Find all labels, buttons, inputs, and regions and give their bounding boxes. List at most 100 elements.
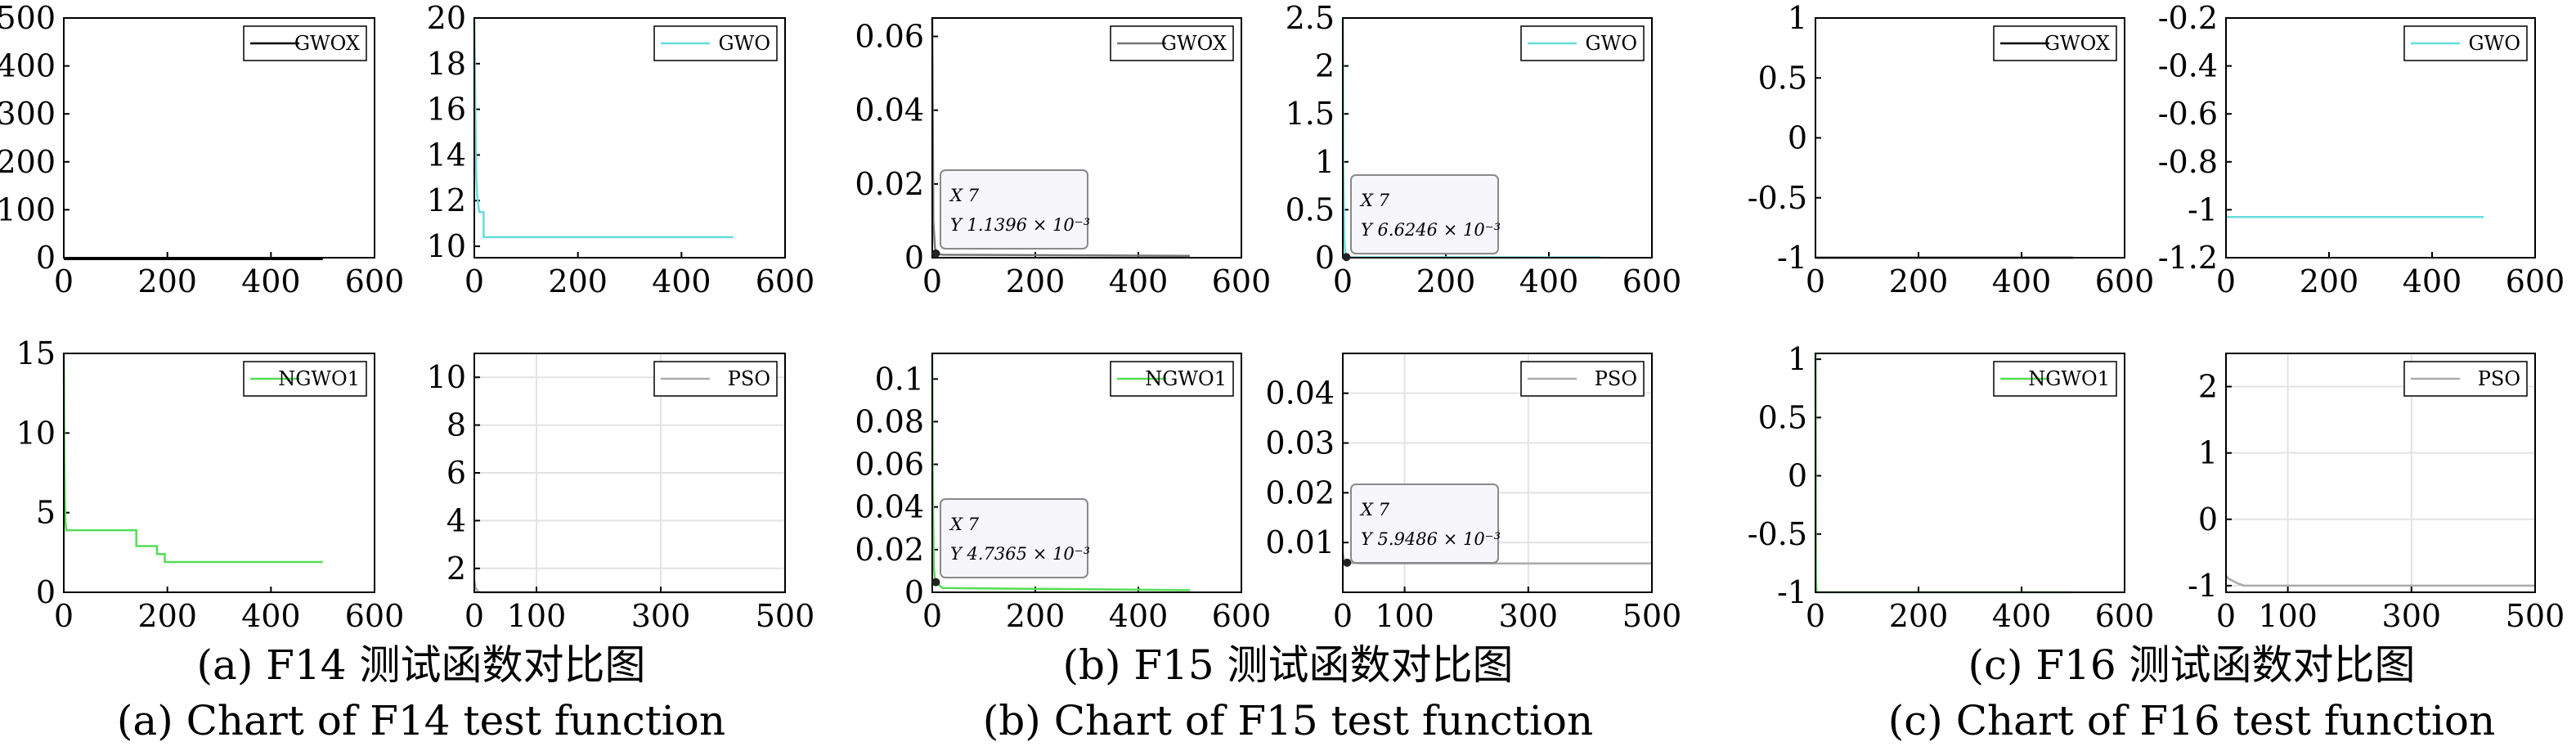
legend-label: GWOX [1161,32,1227,55]
caption-b-english: (b) Chart of F15 test function [983,697,1593,744]
x-tick-label: 500 [1622,598,1682,634]
x-tick-label: 600 [1212,263,1272,299]
y-tick-label: 2 [2198,369,2218,405]
y-tick-label: -0.8 [2158,144,2218,180]
x-tick-label: 400 [1519,263,1579,299]
y-tick-label: 0.04 [855,489,924,525]
x-tick-label: 0 [922,263,942,299]
subplot-3: 0 200 400 600 0 0.02 0.04 0.06 GWOX X 7 Y 1.1396 ×… [855,17,1272,299]
legend-label: NGWO1 [1145,367,1227,390]
legend-label: PSO [1595,367,1637,390]
x-tick-label: 400 [241,263,301,299]
y-tick-label: 0 [904,574,924,610]
x-tick-label: 0 [922,598,942,634]
x-tick-label: 200 [137,598,197,634]
x-tick-label: 500 [2506,598,2565,634]
y-tick-label: 0 [1788,120,1807,156]
x-tick-label: 600 [345,263,405,299]
x-tick-label: 200 [548,263,608,299]
y-tick-label: 10 [427,228,466,264]
y-tick-label: -1 [1777,240,1807,276]
y-tick-label: 1 [1788,0,1807,36]
y-tick-label: 10 [16,415,56,451]
y-tick-label: 0.03 [1265,425,1335,461]
datatip-y-label: Y 6.6246 × 10⁻³ [1361,220,1501,240]
caption-c-english: (c) Chart of F16 test function [1888,697,2495,744]
y-tick-label: 100 [0,191,56,227]
axes-frame [1342,353,1653,593]
x-tick-label: 400 [1992,263,2052,299]
y-tick-label: 300 [0,96,56,132]
legend-label: GWOX [2044,32,2110,55]
y-tick-label: -0.2 [2158,0,2218,36]
y-tick-label: -1 [2188,191,2218,227]
datatip-box [940,498,1088,578]
y-tick-label: 0.5 [1758,60,1807,96]
y-tick-label: 18 [427,46,466,82]
subplot-4: 0 200 400 600 0 0.5 1 1.5 2 2.5 GWO X 7 Y 6.6246 × 1… [1286,0,1682,299]
x-tick-label: 300 [631,598,691,634]
x-tick-label: 400 [1109,598,1169,634]
y-tick-label: 200 [0,144,56,180]
legend-label: GWO [2468,32,2520,55]
x-tick-label: 500 [756,598,815,634]
y-tick-label: 0 [2198,501,2218,537]
datatip-marker [1342,253,1351,262]
x-tick-label: 300 [2382,598,2442,634]
legend-label: NGWO1 [2028,367,2110,390]
datatip-box [1350,174,1499,254]
axes-frame [931,17,1242,259]
x-tick-label: 300 [1499,598,1559,634]
y-tick-label: 400 [0,48,56,84]
legend-label: GWO [1585,32,1637,55]
subplot-6: 0 200 400 600 -1.2 -1 -0.8 -0.6 -0.4 -0.2 GWO [2158,0,2565,299]
legend-label: GWOX [294,32,360,55]
axes-frame [63,353,375,593]
y-tick-label: 1 [1315,144,1335,180]
x-tick-label: 0 [1333,598,1353,634]
y-tick-label: 1 [1788,341,1807,377]
y-tick-label: -1.2 [2158,240,2218,276]
x-tick-label: 100 [1375,598,1434,634]
x-tick-label: 0 [464,263,484,299]
datatip-box [940,169,1088,250]
x-tick-label: 200 [1006,598,1066,634]
y-tick-label: 5 [36,495,56,531]
y-tick-label: 1.5 [1286,96,1335,132]
y-tick-label: -0.6 [2158,96,2218,132]
x-tick-label: 600 [345,598,405,634]
legend-label: PSO [2478,367,2520,390]
y-tick-label: 10 [427,359,466,395]
y-tick-label: 15 [16,335,56,371]
datatip-marker [931,249,940,258]
y-tick-label: 0 [904,240,924,276]
datatip-box [1350,483,1499,564]
x-tick-label: 400 [1992,598,2052,634]
x-tick-label: 200 [2300,263,2359,299]
y-tick-label: 1 [2198,435,2218,471]
x-tick-label: 600 [2095,598,2155,634]
subplot-10: 0 100 300 500 0.01 0.02 0.03 0.04 PSO X 7 Y 5.9486… [1265,353,1681,634]
datatip-marker [1343,558,1352,567]
axes-frame [473,353,786,593]
x-tick-label: 0 [1333,263,1353,299]
x-tick-label: 100 [507,598,567,634]
datatip-marker [931,578,940,587]
x-tick-label: 0 [54,263,74,299]
y-tick-label: 16 [427,92,466,128]
x-tick-label: 600 [1622,263,1682,299]
y-tick-label: 0.1 [875,361,924,397]
y-tick-label: -1 [2188,568,2218,604]
y-tick-label: 2.5 [1286,0,1335,36]
y-tick-label: 0.04 [1265,376,1335,411]
caption-a-chinese: (a) F14 测试函数对比图 [197,641,646,689]
series-line [62,353,323,564]
axes-frame [1815,17,2125,259]
datatip-y-label: Y 4.7365 × 10⁻³ [950,544,1090,564]
x-tick-label: 0 [2216,263,2236,299]
subplot-5: 0 200 400 600 -1 -0.5 0 0.5 1 GWOX [1748,0,2155,299]
axes-frame [931,353,1242,593]
